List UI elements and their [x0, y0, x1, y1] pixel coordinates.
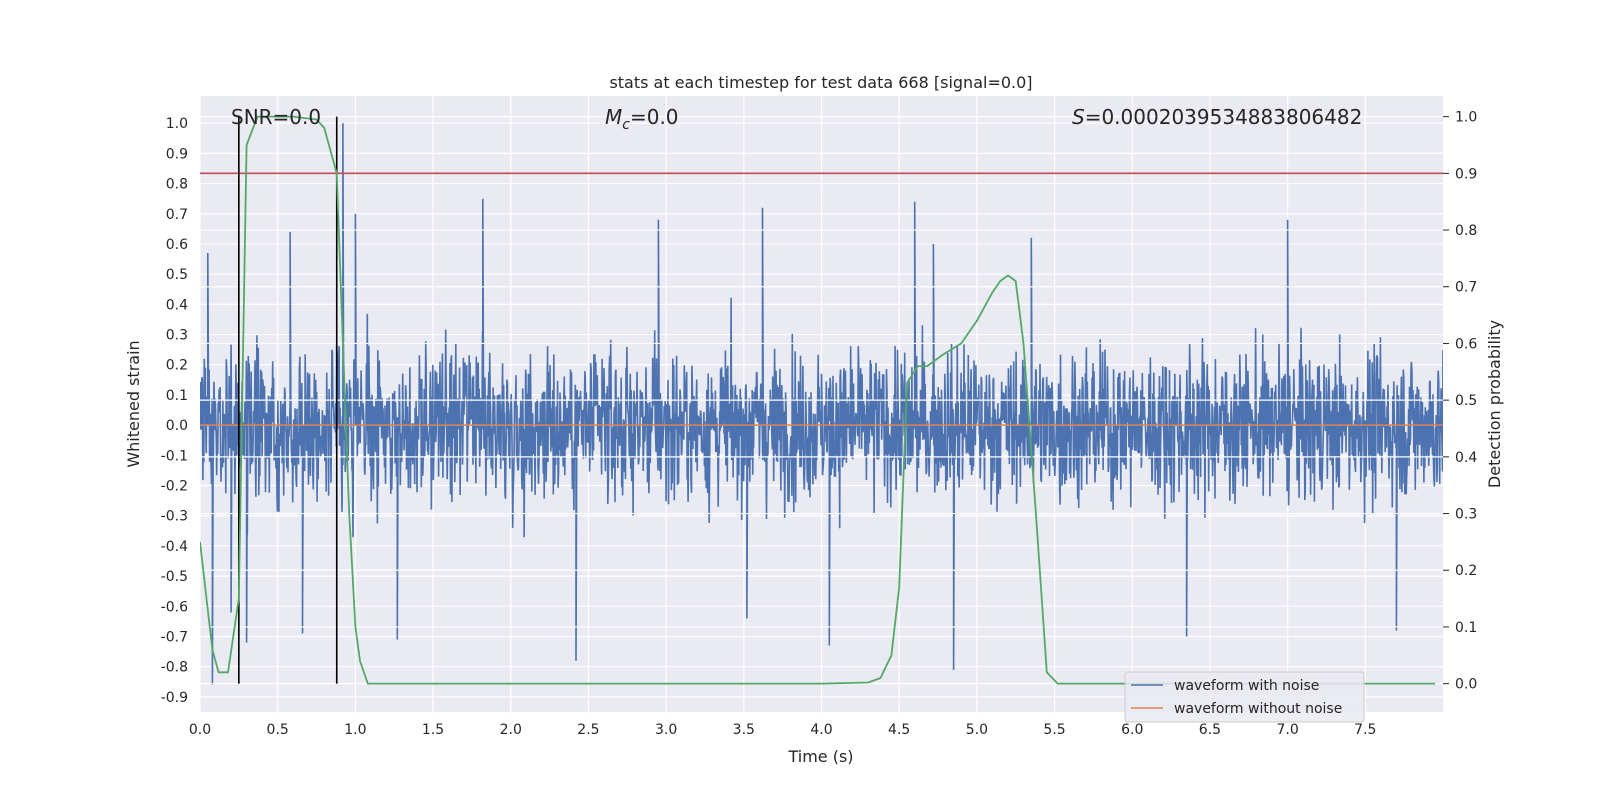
legend: waveform with noise waveform without noi…	[1124, 671, 1365, 723]
y-left-tick-label: -0.2	[161, 479, 188, 495]
y-left-tick-label: -0.9	[161, 690, 188, 706]
y-right-axis-ticks: 1.0 0.9 0.8 0.7 0.6 0.5 0.4 0.3 0.2 0.1 0.0	[1443, 110, 1477, 693]
annotation-chirp-mass: Mc=0.0	[605, 105, 679, 133]
y-left-tick-label: -0.5	[161, 569, 188, 585]
y-right-tick-label: 0.2	[1455, 563, 1477, 579]
y-right-tick-label: 0.3	[1455, 507, 1477, 523]
x-tick-label: 6.0	[1121, 722, 1143, 738]
y-right-tick-label: 0.8	[1455, 223, 1477, 239]
chart-title: stats at each timestep for test data 668…	[609, 73, 1032, 92]
series-detection-probability	[200, 115, 1436, 685]
y-left-tick-label: -0.7	[161, 630, 188, 646]
y-right-tick-label: 0.7	[1455, 280, 1477, 296]
overlay-series	[200, 115, 1443, 685]
x-tick-label: 6.5	[1199, 722, 1221, 738]
y-left-tick-label: -0.3	[161, 509, 188, 525]
x-tick-label: 3.5	[733, 722, 755, 738]
legend-box	[1124, 671, 1365, 723]
y-left-tick-label: 0.3	[166, 328, 188, 344]
y-left-tick-label: -0.4	[161, 539, 188, 555]
x-axis-ticks: 0.0 0.5 1.0 1.5 2.0 2.5 3.0 3.5 4.0 4.5 5.0 5.5 6.0 6…	[189, 722, 1377, 738]
y-left-tick-label: 0.5	[166, 267, 188, 283]
y-left-tick-label: 0.4	[166, 297, 188, 313]
y-right-tick-label: 1.0	[1455, 110, 1477, 126]
annotation-chirp-mass-value: =0.0	[630, 105, 679, 129]
x-tick-label: 7.0	[1276, 722, 1298, 738]
y-left-tick-label: 0.0	[166, 418, 188, 434]
y-left-tick-label: -0.6	[161, 599, 188, 615]
x-tick-label: 4.5	[888, 722, 910, 738]
x-tick-label: 0.5	[267, 722, 289, 738]
y-right-tick-label: 0.1	[1455, 620, 1477, 636]
y-left-tick-label: 0.9	[166, 146, 188, 162]
y-left-tick-label: 0.6	[166, 237, 188, 253]
y-right-tick-label: 0.9	[1455, 166, 1477, 182]
x-axis-label: Time (s)	[787, 747, 853, 766]
y-left-tick-label: 0.1	[166, 388, 188, 404]
x-tick-label: 5.0	[966, 722, 988, 738]
y-gridlines	[200, 122, 1443, 698]
legend-label-waveform-without-noise: waveform without noise	[1174, 701, 1342, 717]
annotation-s-statistic: S=0.0002039534883806482	[1072, 105, 1362, 129]
x-tick-label: 0.0	[189, 722, 211, 738]
annotation-chirp-mass-symbol: M	[605, 105, 622, 129]
y-right-axis-label: Detection probability	[1485, 320, 1504, 488]
x-tick-label: 1.5	[422, 722, 444, 738]
y-left-tick-label: -0.8	[161, 660, 188, 676]
y-right-tick-label: 0.4	[1455, 450, 1477, 466]
y-right-tick-label: 0.0	[1455, 677, 1477, 693]
annotation-s-value: =0.0002039534883806482	[1085, 105, 1363, 129]
annotation-s-symbol: S	[1072, 105, 1085, 129]
x-tick-label: 3.0	[655, 722, 677, 738]
annotation-snr: SNR=0.0	[231, 105, 321, 129]
y-left-tick-label: 0.8	[166, 177, 188, 193]
y-left-tick-label: 0.7	[166, 207, 188, 223]
series-waveform-with-noise-path	[200, 123, 1443, 685]
y-left-tick-label: 0.2	[166, 358, 188, 374]
annotation-chirp-mass-subscript: c	[622, 117, 630, 133]
x-tick-label: 2.0	[500, 722, 522, 738]
y-left-tick-label: -0.1	[161, 448, 188, 464]
x-tick-label: 4.0	[810, 722, 832, 738]
y-left-axis-ticks: 1.0 0.9 0.8 0.7 0.6 0.5 0.4 0.3 0.2 0.1 0.0 -0.1 -0.…	[161, 116, 188, 706]
legend-label-waveform-with-noise: waveform with noise	[1174, 678, 1319, 694]
x-tick-label: 7.5	[1354, 722, 1376, 738]
series-waveform-with-noise	[200, 123, 1443, 685]
x-tick-label: 1.0	[344, 722, 366, 738]
y-left-axis-label: Whitened strain	[124, 340, 143, 467]
y-right-tick-label: 0.5	[1455, 393, 1477, 409]
x-tick-label: 2.5	[577, 722, 599, 738]
y-left-tick-label: 1.0	[166, 116, 188, 132]
y-right-tick-label: 0.6	[1455, 336, 1477, 352]
x-tick-label: 5.5	[1043, 722, 1065, 738]
